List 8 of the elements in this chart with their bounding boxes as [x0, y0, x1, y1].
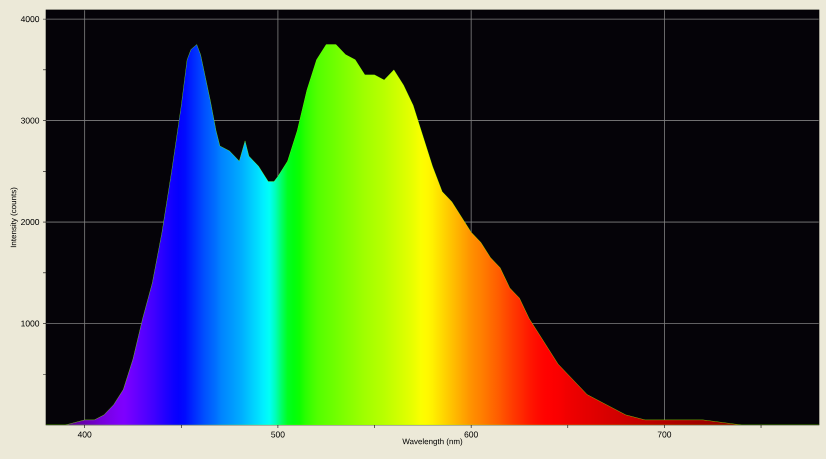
y-tick-label: 2000: [21, 219, 40, 226]
y-tick-label: 4000: [20, 16, 40, 22]
x-tick-label: 700: [658, 432, 672, 438]
y-tick-label: 1000: [21, 320, 40, 327]
x-tick-label: 600: [464, 432, 478, 438]
x-tick-label: 500: [271, 432, 285, 438]
x-tick-label: 400: [78, 432, 92, 438]
y-tick-label: 3000: [20, 118, 40, 124]
